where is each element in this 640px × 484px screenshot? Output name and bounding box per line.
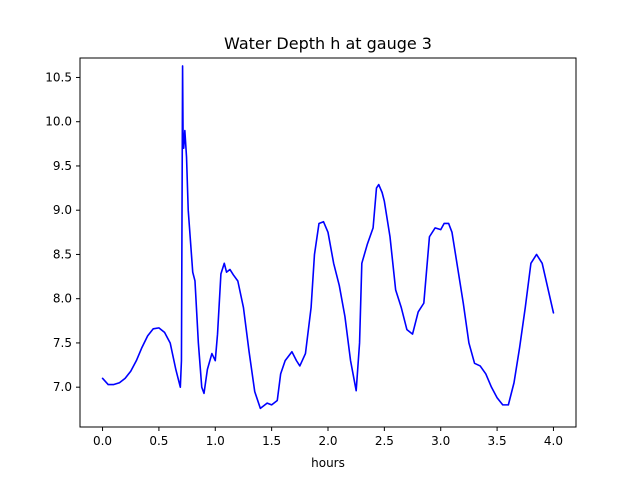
y-tick-label: 8.0 [53,292,72,306]
x-tick-label: 3.0 [431,434,450,448]
x-axis-label: hours [311,456,345,470]
y-tick-label: 9.0 [53,203,72,217]
y-axis: 7.0 7.5 8.0 8.5 9.0 9.5 10.0 10.5 [45,70,80,394]
y-tick-label: 10.5 [45,70,72,84]
y-tick-label: 7.5 [53,336,72,350]
x-tick-label: 1.0 [206,434,225,448]
x-tick-label: 2.0 [318,434,337,448]
x-tick-label: 1.5 [262,434,281,448]
y-tick-label: 7.0 [53,380,72,394]
x-axis: 0.0 0.5 1.0 1.5 2.0 2.5 3.0 3.5 4.0 [93,427,563,448]
x-tick-label: 0.5 [149,434,168,448]
series-line-0 [101,65,555,410]
y-tick-label: 10.0 [45,115,72,129]
y-tick-label: 8.5 [53,247,72,261]
x-tick-label: 4.0 [544,434,563,448]
x-tick-label: 2.5 [375,434,394,448]
chart-title: Water Depth h at gauge 3 [224,34,432,53]
x-tick-label: 3.5 [488,434,507,448]
y-tick-label: 9.5 [53,159,72,173]
x-tick-label: 0.0 [93,434,112,448]
